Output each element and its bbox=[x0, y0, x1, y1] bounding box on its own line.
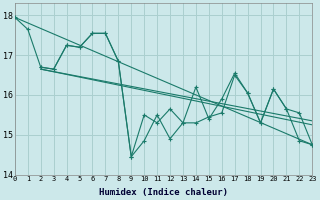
X-axis label: Humidex (Indice chaleur): Humidex (Indice chaleur) bbox=[99, 188, 228, 197]
